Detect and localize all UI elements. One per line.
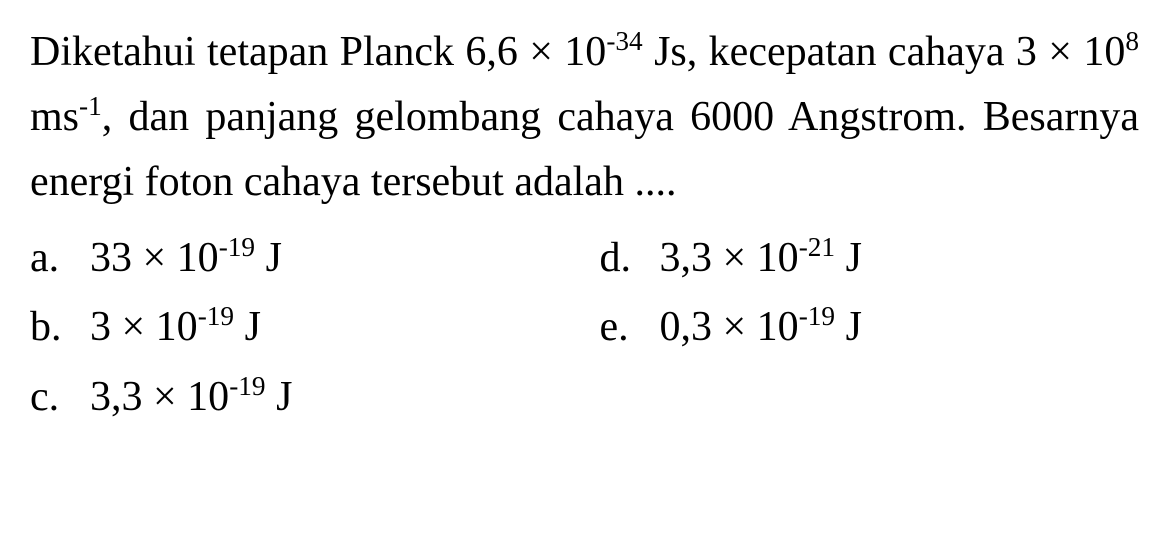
option-c-coeff: 3,3 × 10 (90, 374, 229, 420)
option-b-coeff: 3 × 10 (90, 304, 198, 350)
options-right-column: d. 3,3 × 10-21 J e. 0,3 × 10-19 J (570, 225, 1140, 433)
option-d-value: 3,3 × 10-21 J (660, 225, 1140, 292)
option-e-letter: e. (600, 294, 660, 361)
option-c-letter: c. (30, 364, 90, 431)
option-c: c. 3,3 × 10-19 J (30, 364, 570, 431)
question-part2-end: , dan panjang (102, 94, 339, 140)
option-d-exp: -21 (799, 232, 835, 262)
question-part4: energi foton cahaya tersebut adalah .... (30, 159, 676, 205)
question-part1-cont: Js, (643, 29, 698, 75)
option-a-exp: -19 (219, 232, 255, 262)
option-c-exp: -19 (229, 371, 265, 401)
question-exp1: -34 (606, 26, 642, 56)
question-exp3: -1 (79, 91, 102, 121)
question-part1: Diketahui tetapan Planck 6,6 × 10 (30, 29, 606, 75)
option-a-letter: a. (30, 225, 90, 292)
option-b-letter: b. (30, 294, 90, 361)
option-e-unit: J (835, 304, 862, 350)
option-b-value: 3 × 10-19 J (90, 294, 570, 361)
options-left-column: a. 33 × 10-19 J b. 3 × 10-19 J c. 3,3 × … (30, 225, 570, 433)
question-part2-cont: ms (30, 94, 79, 140)
option-a-coeff: 33 × 10 (90, 235, 219, 281)
option-c-value: 3,3 × 10-19 J (90, 364, 570, 431)
option-e-exp: -19 (799, 301, 835, 331)
option-d: d. 3,3 × 10-21 J (600, 225, 1140, 292)
question-part3: gelombang cahaya 6000 Angstrom. Besarnya (355, 94, 1140, 140)
question-part2: kecepatan cahaya 3 × 10 (709, 29, 1126, 75)
option-a: a. 33 × 10-19 J (30, 225, 570, 292)
option-d-unit: J (835, 235, 862, 281)
option-c-unit: J (266, 374, 293, 420)
question-exp2: 8 (1125, 26, 1139, 56)
option-e: e. 0,3 × 10-19 J (600, 294, 1140, 361)
option-e-value: 0,3 × 10-19 J (660, 294, 1140, 361)
option-b-unit: J (234, 304, 261, 350)
option-a-value: 33 × 10-19 J (90, 225, 570, 292)
option-e-coeff: 0,3 × 10 (660, 304, 799, 350)
options-container: a. 33 × 10-19 J b. 3 × 10-19 J c. 3,3 × … (30, 225, 1139, 433)
option-a-unit: J (255, 235, 282, 281)
option-b: b. 3 × 10-19 J (30, 294, 570, 361)
option-d-letter: d. (600, 225, 660, 292)
option-b-exp: -19 (198, 301, 234, 331)
question-text: Diketahui tetapan Planck 6,6 × 10-34 Js,… (30, 20, 1139, 215)
option-d-coeff: 3,3 × 10 (660, 235, 799, 281)
